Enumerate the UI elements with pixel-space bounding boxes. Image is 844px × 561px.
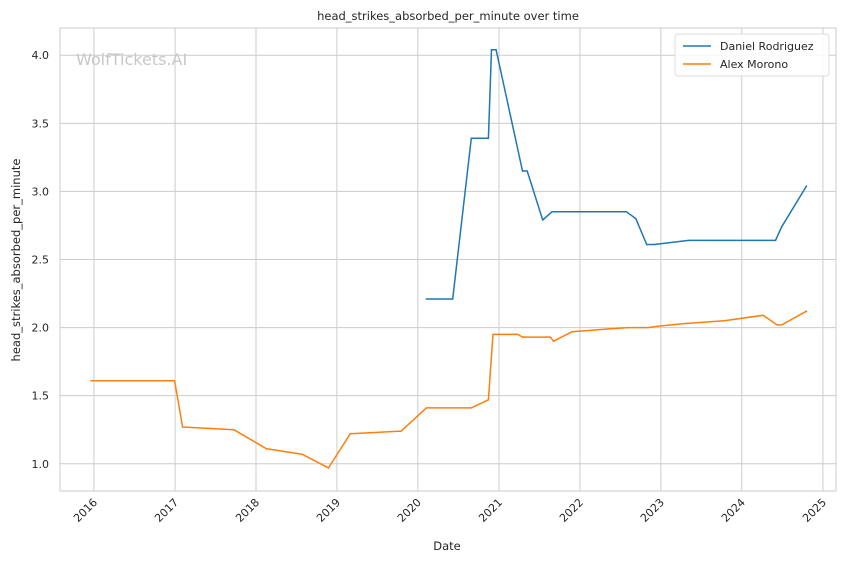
data-point-daniel-rodriguez <box>425 298 428 300</box>
y-axis-label: head_strikes_absorbed_per_minute <box>9 159 23 362</box>
data-point-alex-morono <box>762 314 764 317</box>
plot-frame <box>59 27 837 492</box>
series-line-alex-morono <box>91 310 807 469</box>
y-tick-label: 2.0 <box>32 322 50 335</box>
data-point-daniel-rodriguez <box>780 226 783 228</box>
data-point-daniel-rodriguez <box>490 49 493 51</box>
data-point-alex-morono <box>349 433 352 435</box>
data-point-daniel-rodriguez <box>551 211 553 213</box>
data-point-daniel-rodriguez <box>451 298 454 300</box>
data-point-daniel-rodriguez <box>625 211 628 213</box>
y-tick-label: 1.0 <box>32 458 50 471</box>
y-tick-label: 1.5 <box>32 390 50 403</box>
series-layer <box>90 49 808 469</box>
data-point-daniel-rodriguez <box>774 239 777 242</box>
data-point-alex-morono <box>470 407 473 409</box>
data-point-alex-morono <box>552 340 555 343</box>
data-point-alex-morono <box>627 326 629 329</box>
legend-label-alex-morono: Alex Morono <box>720 58 788 71</box>
data-point-daniel-rodriguez <box>635 217 637 220</box>
data-point-alex-morono <box>301 453 303 456</box>
data-point-alex-morono <box>723 320 726 322</box>
data-point-alex-morono <box>607 328 609 330</box>
data-point-alex-morono <box>517 333 519 336</box>
y-tick-label: 3.5 <box>32 117 50 130</box>
data-point-alex-morono <box>173 379 176 382</box>
data-point-daniel-rodriguez <box>541 219 544 221</box>
data-point-alex-morono <box>684 322 687 325</box>
data-point-alex-morono <box>181 426 184 428</box>
data-point-alex-morono <box>521 336 524 338</box>
y-tick-label: 3.0 <box>32 185 50 198</box>
data-point-alex-morono <box>425 407 428 409</box>
data-point-alex-morono <box>90 379 92 382</box>
data-point-daniel-rodriguez <box>805 185 808 187</box>
watermark: WolfTickets.AI <box>76 50 187 69</box>
data-point-alex-morono <box>571 330 573 333</box>
chart-title: head_strikes_absorbed_per_minute over ti… <box>317 9 579 23</box>
data-point-daniel-rodriguez <box>653 243 656 246</box>
data-point-alex-morono <box>780 324 783 326</box>
data-point-alex-morono <box>656 325 659 328</box>
data-point-alex-morono <box>492 333 494 336</box>
legend-box <box>674 33 830 77</box>
data-point-alex-morono <box>487 399 490 401</box>
y-tick-label: 2.5 <box>32 254 50 267</box>
data-point-alex-morono <box>327 467 330 469</box>
y-tick-label: 4.0 <box>32 49 50 62</box>
data-point-daniel-rodriguez <box>487 137 490 140</box>
data-point-daniel-rodriguez <box>526 170 528 172</box>
data-point-daniel-rodriguez <box>470 137 473 140</box>
legend-label-daniel-rodriguez: Daniel Rodriguez <box>720 40 814 53</box>
data-point-alex-morono <box>776 324 778 326</box>
data-point-alex-morono <box>400 430 403 432</box>
legend: Daniel Rodriguez Alex Morono <box>674 33 830 77</box>
data-point-alex-morono <box>805 310 808 313</box>
data-point-daniel-rodriguez <box>687 239 690 242</box>
data-point-alex-morono <box>549 336 552 338</box>
data-point-daniel-rodriguez <box>645 243 648 246</box>
x-axis-label: Date <box>433 539 461 553</box>
y-axis: 1.0 1.5 2.0 2.5 3.0 3.5 4.0 <box>32 49 50 471</box>
data-point-daniel-rodriguez <box>495 49 497 51</box>
data-point-alex-morono <box>265 448 268 450</box>
data-point-alex-morono <box>647 326 649 329</box>
series-line-daniel-rodriguez <box>426 49 808 300</box>
data-point-alex-morono <box>233 428 235 431</box>
data-point-daniel-rodriguez <box>521 170 524 172</box>
